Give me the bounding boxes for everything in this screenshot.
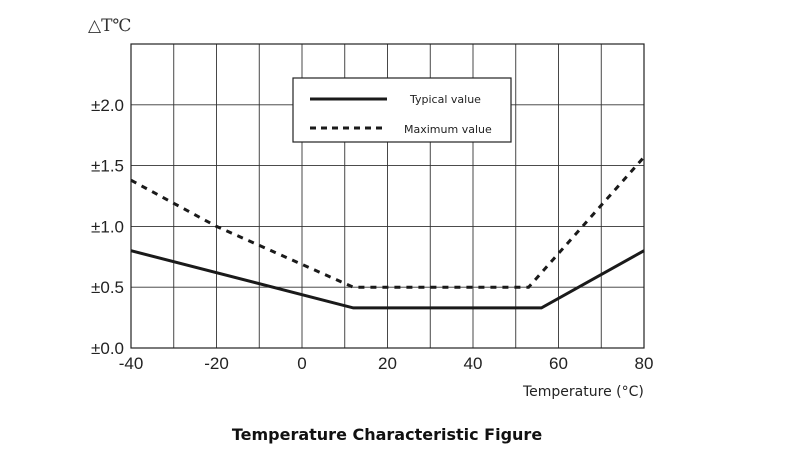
x-tick-label: -20 <box>204 354 229 373</box>
x-axis-label: Temperature (°C) <box>522 384 644 400</box>
y-tick-labels: ±0.0 ±0.5 ±1.0 ±1.5 ±2.0 <box>91 96 124 358</box>
legend-box <box>292 77 512 143</box>
x-tick-label: 0 <box>297 354 306 373</box>
x-tick-label: 20 <box>378 354 397 373</box>
x-tick-label: 80 <box>635 354 654 373</box>
x-tick-label: 40 <box>464 354 483 373</box>
x-tick-labels: -40 -20 0 20 40 60 80 <box>119 354 654 373</box>
legend-label-typical: Typical value <box>409 93 481 106</box>
legend-label-maximum: Maximum value <box>404 123 492 136</box>
y-tick-label: ±1.0 <box>91 217 124 236</box>
y-tick-label: ±0.0 <box>91 339 124 358</box>
y-tick-label: ±0.5 <box>91 278 124 297</box>
legend: Typical value Maximum value <box>292 77 512 143</box>
y-tick-label: ±1.5 <box>91 157 124 176</box>
chart-title: Temperature Characteristic Figure <box>232 425 542 444</box>
x-tick-label: -40 <box>119 354 144 373</box>
series-line-typical <box>130 249 645 310</box>
y-tick-label: ±2.0 <box>91 96 124 115</box>
plot-frame <box>130 43 645 349</box>
series-line-maximum <box>130 156 646 289</box>
x-tick-label: 60 <box>549 354 568 373</box>
series-lines <box>130 156 646 310</box>
y-axis-label: △T℃ <box>88 16 131 36</box>
